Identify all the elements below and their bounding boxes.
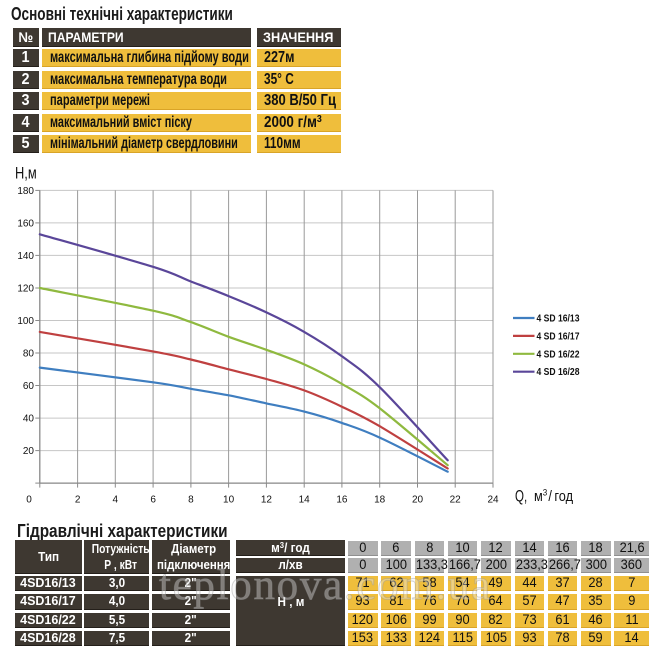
svg-text:180: 180 <box>17 186 34 197</box>
svg-text:Н,м: Н,м <box>15 165 37 183</box>
svg-text:60: 60 <box>23 381 35 392</box>
svg-text:22: 22 <box>450 495 462 506</box>
svg-text:Q,: Q, <box>515 488 527 507</box>
svg-text:8: 8 <box>188 495 194 506</box>
svg-text:2: 2 <box>75 495 81 506</box>
svg-text:10: 10 <box>223 495 235 506</box>
svg-text:120: 120 <box>17 284 34 295</box>
svg-text:4: 4 <box>113 495 119 506</box>
svg-text:4 SD 16/22: 4 SD 16/22 <box>537 349 580 360</box>
svg-text:4 SD 16/17: 4 SD 16/17 <box>537 331 580 342</box>
svg-text:140: 140 <box>17 251 34 262</box>
svg-text:14: 14 <box>299 495 311 506</box>
svg-text:4 SD 16/28: 4 SD 16/28 <box>537 367 580 378</box>
svg-text:18: 18 <box>374 495 386 506</box>
svg-text:24: 24 <box>487 495 499 506</box>
svg-text:0: 0 <box>26 495 32 506</box>
svg-text:20: 20 <box>412 495 424 506</box>
svg-text:100: 100 <box>17 316 34 327</box>
svg-text:40: 40 <box>23 414 35 425</box>
svg-text:м3 / год: м3 / год <box>534 487 573 504</box>
svg-text:20: 20 <box>23 446 35 457</box>
svg-text:160: 160 <box>17 218 34 229</box>
svg-text:16: 16 <box>336 495 348 506</box>
svg-text:6: 6 <box>150 495 156 506</box>
svg-text:4 SD 16/13: 4 SD 16/13 <box>537 314 580 325</box>
svg-text:80: 80 <box>23 349 35 360</box>
svg-text:12: 12 <box>261 495 273 506</box>
